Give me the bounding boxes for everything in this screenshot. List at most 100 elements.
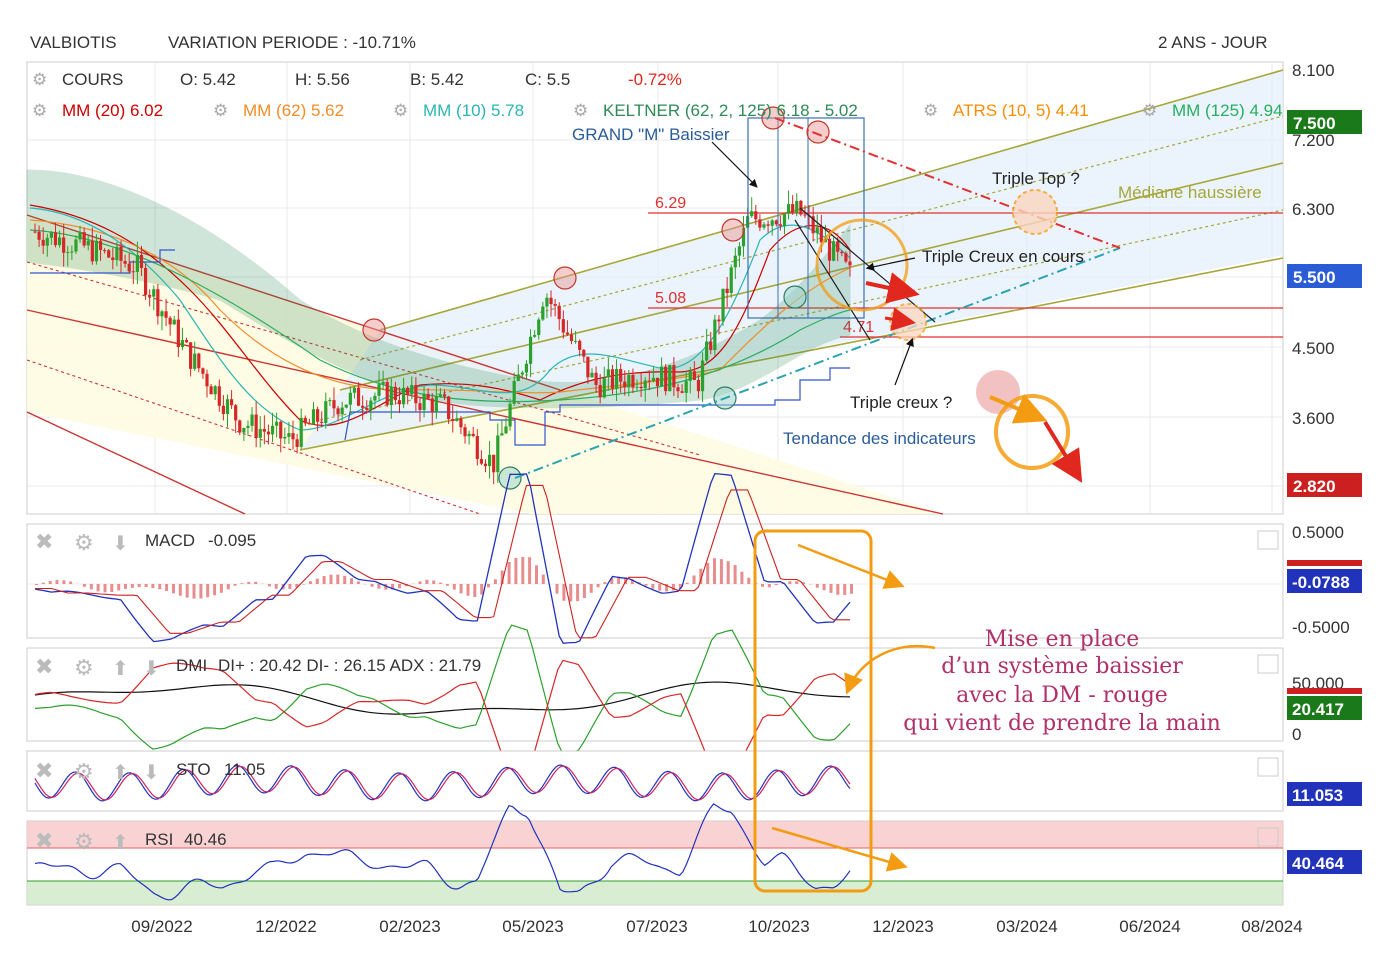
arrow-up-icon[interactable]: ⬆ bbox=[112, 762, 129, 784]
maximize-icon[interactable] bbox=[1257, 757, 1279, 777]
candle bbox=[430, 398, 434, 413]
candle bbox=[815, 227, 819, 234]
price-tick: 3.600 bbox=[1292, 409, 1335, 428]
gear-icon[interactable]: ⚙ bbox=[573, 101, 588, 120]
arrow-down-icon[interactable]: ⬇ bbox=[112, 533, 129, 555]
candle bbox=[569, 334, 574, 342]
gear-icon[interactable]: ⚙ bbox=[213, 101, 228, 120]
change-value: -0.72% bbox=[628, 70, 682, 89]
candle bbox=[324, 401, 328, 423]
candle bbox=[492, 454, 496, 473]
candle bbox=[303, 417, 307, 424]
candle bbox=[447, 396, 451, 420]
candle bbox=[336, 408, 340, 415]
candle bbox=[655, 377, 660, 387]
candle bbox=[840, 251, 844, 254]
gear-icon[interactable]: ⚙ bbox=[74, 759, 94, 784]
candle bbox=[500, 433, 504, 436]
mm125-legend: MM (125) 4.94 bbox=[1172, 101, 1283, 120]
candle bbox=[553, 304, 557, 306]
candle bbox=[639, 386, 643, 389]
level-629-label: 6.29 bbox=[655, 195, 686, 212]
maximize-icon[interactable] bbox=[1257, 654, 1279, 674]
candle bbox=[373, 395, 377, 401]
gear-icon[interactable]: ⚙ bbox=[74, 530, 94, 555]
price-badge-top-label: 7.500 bbox=[1293, 114, 1336, 133]
x-tick: 06/2024 bbox=[1119, 917, 1180, 936]
gear-icon[interactable]: ⚙ bbox=[32, 101, 47, 120]
gear-icon[interactable]: ⚙ bbox=[74, 655, 94, 680]
gear-icon[interactable]: ⚙ bbox=[1142, 101, 1157, 120]
maximize-icon[interactable] bbox=[1257, 827, 1279, 847]
candle bbox=[717, 319, 721, 322]
x-tick: 05/2023 bbox=[502, 917, 563, 936]
close-icon[interactable]: ✖ bbox=[35, 758, 53, 783]
close-icon[interactable]: ✖ bbox=[35, 828, 53, 853]
price-panel: 6.29 5.08 4.71 bbox=[26, 61, 1284, 515]
candle bbox=[795, 200, 799, 213]
x-axis: 09/2022 12/2022 02/2023 05/2023 07/2023 … bbox=[131, 917, 1302, 936]
candle bbox=[688, 371, 692, 381]
gear-icon[interactable]: ⚙ bbox=[923, 101, 938, 120]
candle bbox=[799, 200, 803, 215]
sto-value: 11.05 bbox=[224, 760, 265, 779]
candle bbox=[561, 319, 565, 333]
candle bbox=[512, 381, 516, 404]
candle bbox=[459, 418, 463, 428]
candle bbox=[578, 340, 582, 350]
candle bbox=[49, 232, 53, 238]
candle bbox=[627, 374, 631, 388]
close-icon[interactable]: ✖ bbox=[35, 529, 53, 554]
candle bbox=[582, 349, 586, 357]
candle bbox=[45, 237, 49, 246]
candle bbox=[705, 341, 709, 361]
price-axis: 8.100 7.200 6.300 4.500 3.600 bbox=[1292, 61, 1335, 428]
candle bbox=[365, 407, 369, 410]
candle bbox=[205, 373, 209, 387]
candle bbox=[107, 250, 111, 258]
candle bbox=[201, 368, 205, 374]
maximize-icon[interactable] bbox=[1257, 530, 1279, 550]
close-icon[interactable]: ✖ bbox=[35, 654, 53, 679]
dmi-label: DMI bbox=[176, 656, 207, 675]
candle bbox=[176, 319, 180, 348]
candle bbox=[74, 239, 78, 252]
symbol-title: VALBIOTIS bbox=[30, 33, 117, 52]
candle bbox=[279, 421, 283, 439]
arrow-up-icon[interactable]: ⬆ bbox=[112, 658, 129, 680]
sto-panel: ✖ ⚙ ⬆ ⬇ STO 11.05 bbox=[26, 750, 1284, 812]
macd-label: MACD bbox=[145, 531, 195, 550]
gear-icon[interactable]: ⚙ bbox=[393, 101, 408, 120]
candle bbox=[189, 342, 193, 369]
price-badge-low bbox=[1287, 473, 1362, 497]
candle bbox=[254, 414, 258, 438]
rsi-badge-label: 40.464 bbox=[1292, 854, 1345, 873]
dmi-minus-badge bbox=[1287, 688, 1362, 694]
macd-axis-top: 0.5000 bbox=[1292, 523, 1344, 542]
arrow-up-icon[interactable]: ⬆ bbox=[112, 832, 129, 854]
price-badge-low-label: 2.820 bbox=[1293, 477, 1336, 496]
candle bbox=[614, 369, 619, 389]
gear-icon[interactable]: ⚙ bbox=[32, 70, 47, 89]
candle bbox=[442, 394, 447, 397]
candle bbox=[258, 428, 262, 438]
gear-icon[interactable]: ⚙ bbox=[74, 829, 94, 854]
candle bbox=[545, 297, 549, 307]
arrow-down-icon[interactable]: ⬇ bbox=[143, 762, 160, 784]
dmi-badge bbox=[1287, 696, 1362, 720]
x-tick: 02/2023 bbox=[379, 917, 440, 936]
candle bbox=[733, 255, 737, 268]
candle bbox=[660, 366, 664, 387]
candle bbox=[70, 251, 74, 253]
candle bbox=[299, 417, 303, 447]
candle bbox=[213, 386, 217, 395]
mm20-legend: MM (20) 6.02 bbox=[62, 101, 163, 120]
candle bbox=[758, 219, 762, 228]
variation-label: VARIATION PERIODE : -10.71% bbox=[168, 33, 416, 52]
arrow-down-icon[interactable]: ⬇ bbox=[143, 658, 160, 680]
note-line: avec la DM - rouge bbox=[956, 683, 1168, 708]
candle bbox=[610, 369, 615, 389]
candle bbox=[713, 319, 717, 351]
candle bbox=[148, 294, 152, 297]
candle bbox=[356, 387, 361, 406]
